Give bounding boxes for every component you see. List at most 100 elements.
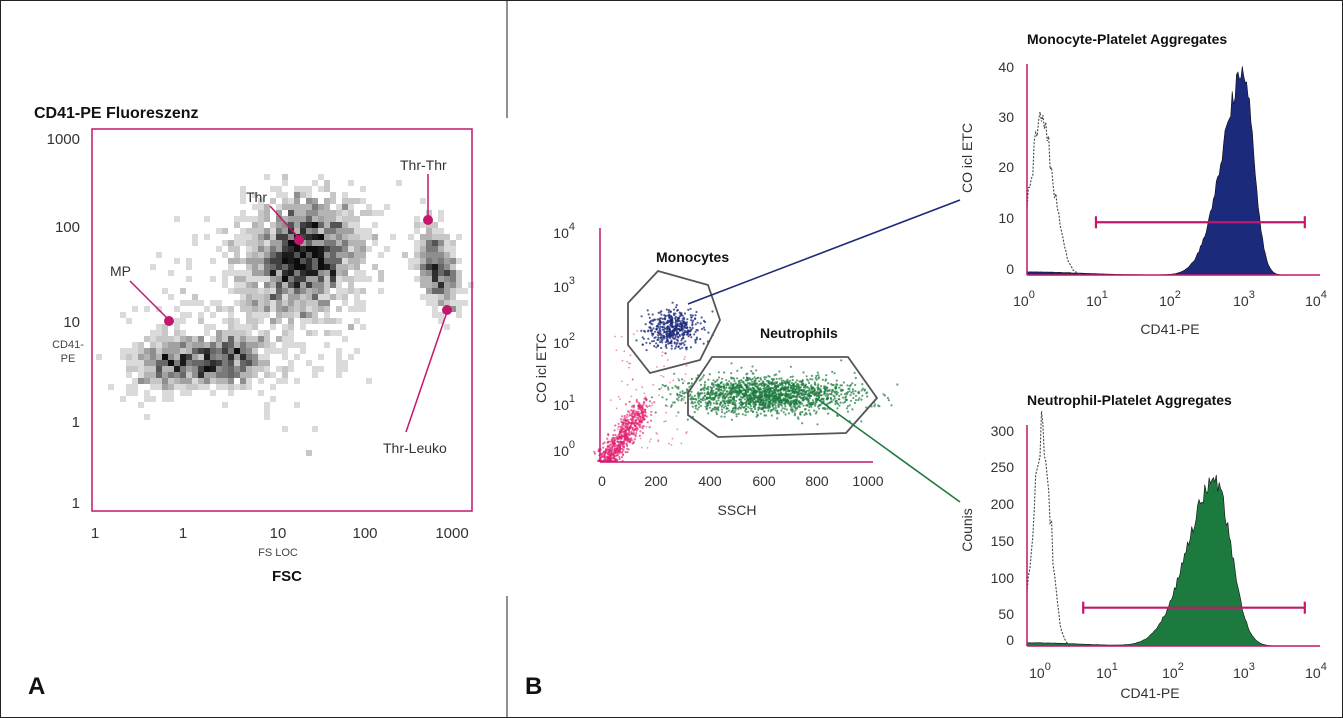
monocyte-point (665, 308, 669, 311)
density-cell (126, 390, 132, 396)
platelet-point (669, 381, 671, 384)
density-cell (330, 228, 336, 234)
neutrophil-point (697, 394, 700, 397)
density-cell (330, 222, 336, 228)
density-cell (288, 366, 294, 372)
platelet-point (614, 335, 616, 338)
neutrophil-point (698, 403, 701, 406)
neutrophil-point (790, 396, 793, 399)
density-cell (186, 384, 192, 390)
monocyte-point (682, 316, 686, 319)
density-cell (342, 234, 348, 240)
monocyte-point (666, 319, 670, 322)
platelet-point (641, 413, 645, 416)
annotation-label-thr-thr: Thr-Thr (400, 157, 447, 173)
platelet-point (621, 453, 624, 456)
hist1-y-tick-40: 40 (998, 59, 1014, 75)
density-cell (300, 348, 306, 354)
neutrophil-point (783, 397, 786, 400)
platelet-point (637, 418, 640, 421)
monocyte-point (683, 312, 687, 315)
monocyte-point (671, 301, 674, 304)
neutrophil-point (730, 376, 733, 379)
density-cell (372, 264, 378, 270)
density-cell (300, 258, 306, 264)
neutrophil-point (654, 411, 657, 414)
density-cell (174, 366, 180, 372)
density-cell (318, 234, 324, 240)
platelet-point (620, 442, 622, 444)
density-cell (240, 270, 246, 276)
platelet-point (616, 428, 619, 431)
neutrophil-point (742, 376, 745, 379)
density-cell (210, 360, 216, 366)
density-cell (258, 204, 264, 210)
density-cell (240, 216, 246, 222)
neutrophil-point (800, 389, 803, 392)
density-cell (216, 360, 222, 366)
platelet-point (631, 442, 634, 445)
density-cell (444, 264, 450, 270)
neutrophil-point (723, 371, 726, 374)
neutrophil-point (737, 407, 740, 411)
y-tick-10: 10 (63, 314, 80, 331)
platelet-point (642, 425, 645, 428)
neutrophil-point (821, 407, 825, 410)
platelet-point (651, 404, 654, 407)
density-cell (270, 324, 276, 330)
neutrophil-point (661, 383, 664, 387)
neutrophil-point (883, 394, 887, 397)
neutrophil-point (702, 397, 705, 400)
density-cell (330, 264, 336, 270)
neutrophil-point (681, 378, 684, 381)
density-cell (432, 282, 438, 288)
density-cell (240, 192, 246, 198)
neutrophil-point (782, 379, 785, 382)
neutrophil-point (778, 403, 781, 406)
density-cell (258, 342, 264, 348)
density-cell (96, 354, 102, 360)
monocyte-point (702, 319, 706, 322)
neutrophil-point (782, 402, 786, 405)
platelet-point (629, 354, 632, 357)
density-cell (270, 348, 276, 354)
density-cell (312, 240, 318, 246)
density-cell (342, 192, 348, 198)
density-cell (126, 354, 132, 360)
density-cell (288, 360, 294, 366)
density-cell (156, 354, 162, 360)
density-cell (156, 342, 162, 348)
density-cell (234, 282, 240, 288)
neutrophil-point (798, 404, 801, 408)
neutrophil-point (740, 379, 743, 382)
neutrophil-point (854, 383, 857, 387)
density-cell (240, 276, 246, 282)
neutrophil-point (822, 397, 825, 400)
platelet-point (608, 458, 611, 461)
platelet-point (637, 404, 640, 407)
platelet-point (626, 413, 629, 416)
neutrophil-point (716, 378, 719, 381)
platelet-point (628, 430, 631, 433)
density-cell (138, 372, 144, 378)
density-cell (276, 282, 282, 288)
monocyte-point (660, 313, 663, 316)
density-cell (336, 204, 342, 210)
density-cell (240, 240, 246, 246)
density-cell (222, 372, 228, 378)
neutrophil-point (712, 396, 715, 400)
density-cell (294, 402, 300, 408)
platelet-point (643, 392, 646, 395)
panel-a: CD41-PE Fluoreszenz 1000 100 10 1 1 CD41… (28, 105, 474, 700)
density-cell (288, 294, 294, 300)
density-cell (216, 384, 222, 390)
density-cell (228, 270, 234, 276)
density-cell (264, 336, 270, 342)
monocyte-point (645, 341, 648, 344)
density-cell (222, 276, 228, 282)
density-cell (132, 390, 138, 396)
neutrophil-point (821, 378, 825, 381)
density-cell (144, 354, 150, 360)
density-cell (192, 342, 198, 348)
monocyte-point (656, 344, 660, 347)
